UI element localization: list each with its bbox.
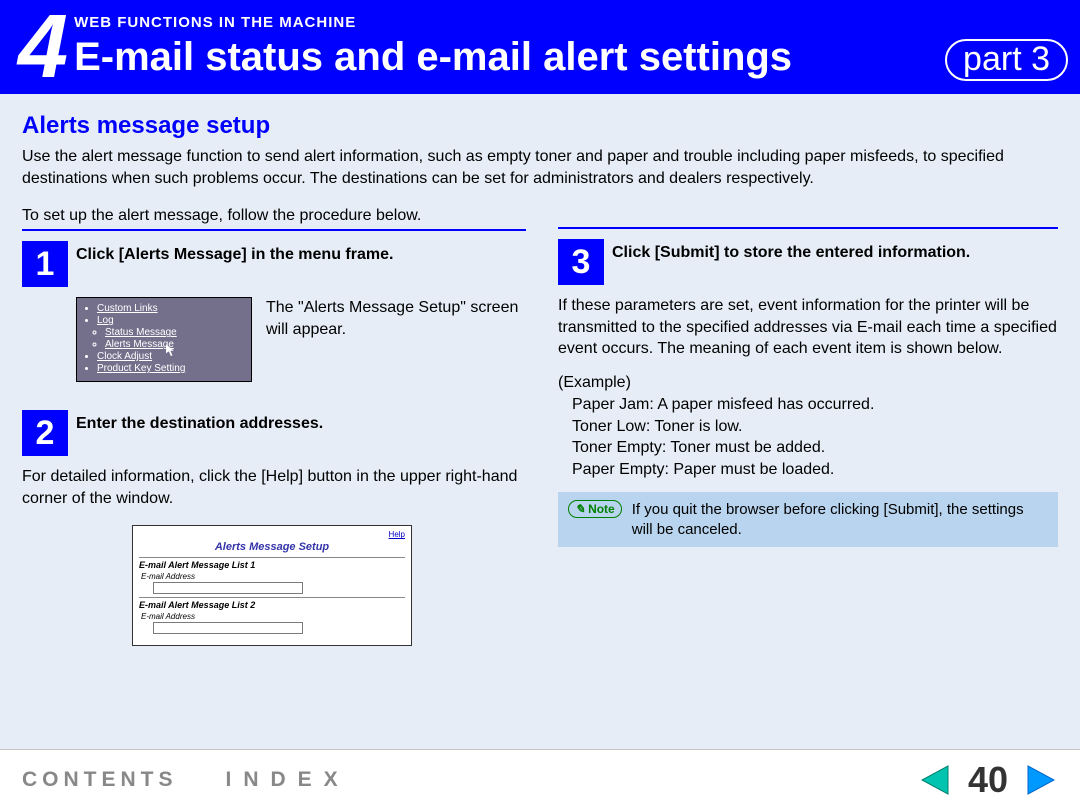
left-column: To set up the alert message, follow the … [22, 207, 526, 646]
example-items: Paper Jam: A paper misfeed has occurred.… [572, 394, 1058, 480]
shot-list2-label: E-mail Alert Message List 2 [139, 600, 405, 610]
intro-text: Use the alert message function to send a… [22, 146, 1058, 189]
menu-alerts-message: Alerts Message [105, 339, 245, 350]
content-area: Alerts message setup Use the alert messa… [0, 94, 1080, 749]
step-2-text: For detailed information, click the [Hel… [22, 466, 526, 509]
pencil-icon: ✎ [575, 502, 585, 516]
step-3-number: 3 [558, 239, 604, 285]
header-title: E-mail status and e-mail alert settings [74, 35, 792, 80]
header-text-block: WEB FUNCTIONS IN THE MACHINE E-mail stat… [74, 0, 1080, 94]
menu-product-key: Product Key Setting [97, 363, 245, 374]
right-column: 3 Click [Submit] to store the entered in… [558, 207, 1058, 646]
shot-list1-label: E-mail Alert Message List 1 [139, 560, 405, 570]
example-line-2: Toner Low: Toner is low. [572, 416, 1058, 438]
menu-log: Log [97, 315, 245, 326]
menu-screenshot: Custom Links Log Status Message Alerts M… [76, 297, 252, 382]
header-subtitle: WEB FUNCTIONS IN THE MACHINE [74, 14, 1080, 31]
step-1-title: Click [Alerts Message] in the menu frame… [76, 241, 393, 266]
part-badge: part 3 [945, 39, 1068, 81]
next-page-button[interactable] [1026, 764, 1058, 796]
section-title: Alerts message setup [22, 112, 1058, 140]
step-3-body: If these parameters are set, event infor… [558, 295, 1058, 360]
note-text: If you quit the browser before clicking … [632, 500, 1048, 539]
step-1-body: Custom Links Log Status Message Alerts M… [76, 297, 526, 382]
step-3-head: 3 Click [Submit] to store the entered in… [558, 239, 1058, 285]
note-badge: ✎Note [568, 500, 622, 518]
example-line-4: Paper Empty: Paper must be loaded. [572, 459, 1058, 481]
step-2-number: 2 [22, 410, 68, 456]
columns: To set up the alert message, follow the … [22, 207, 1058, 646]
shot-title: Alerts Message Setup [139, 541, 405, 553]
step-1-number: 1 [22, 241, 68, 287]
example-line-1: Paper Jam: A paper misfeed has occurred. [572, 394, 1058, 416]
step-2-title: Enter the destination addresses. [76, 410, 323, 435]
divider [22, 229, 526, 231]
lead-text: To set up the alert message, follow the … [22, 207, 526, 225]
step-3-title: Click [Submit] to store the entered info… [612, 239, 970, 264]
setup-screenshot: Help Alerts Message Setup E-mail Alert M… [132, 525, 412, 646]
divider-right [558, 227, 1058, 229]
shot-addr2-label: E-mail Address [141, 612, 405, 621]
page-number: 40 [968, 759, 1008, 801]
prev-page-button[interactable] [918, 764, 950, 796]
shot-addr1-label: E-mail Address [141, 572, 405, 581]
shot-input-1 [153, 582, 303, 594]
example-label: (Example) [558, 374, 1058, 392]
page-header: 4 WEB FUNCTIONS IN THE MACHINE E-mail st… [0, 0, 1080, 94]
chapter-number: 4 [18, 2, 64, 92]
contents-link[interactable]: CONTENTS [22, 768, 178, 792]
index-link[interactable]: INDEX [226, 768, 350, 792]
note-box: ✎Note If you quit the browser before cli… [558, 492, 1058, 547]
header-title-row: E-mail status and e-mail alert settings … [74, 35, 1080, 81]
example-line-3: Toner Empty: Toner must be added. [572, 437, 1058, 459]
shot-input-2 [153, 622, 303, 634]
footer: CONTENTS INDEX 40 [0, 749, 1080, 809]
step-2-head: 2 Enter the destination addresses. [22, 410, 526, 456]
step-1-head: 1 Click [Alerts Message] in the menu fra… [22, 241, 526, 287]
shot-help-link: Help [139, 530, 405, 539]
footer-right: 40 [918, 759, 1058, 801]
menu-status-message: Status Message [105, 327, 245, 338]
menu-custom-links: Custom Links [97, 303, 245, 314]
step-1-text: The "Alerts Message Setup" screen will a… [266, 297, 526, 382]
